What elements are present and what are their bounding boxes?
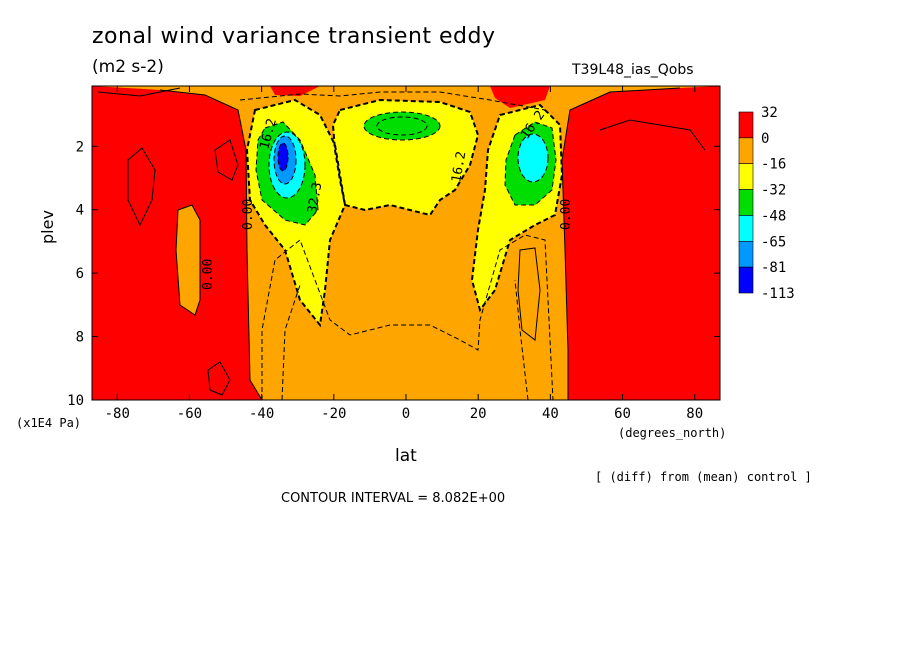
contour-neg-cyan-right [517,133,549,183]
contour-zero-north [561,87,681,400]
contour-neg-core-left [277,142,289,172]
contour-zero-south [159,89,263,400]
x-axis-unit: (degrees_north) [618,426,727,440]
y-axis-unit: (x1E4 Pa) [16,416,82,430]
contour-neg-cyan-left [268,131,306,199]
contour-zero-inset-right [517,247,541,341]
x-tick-label: 60 [614,406,631,422]
negative-contours [239,91,564,400]
zero-contours [97,87,706,400]
contour-neg-wide [261,234,554,400]
contour-neg-green-top-inner [376,116,428,136]
x-tick-label: -60 [177,406,202,422]
colorbar: 32 0 -16 -32 -48 -65 -81 -113 [738,105,795,302]
contour-pos-left-small [127,147,156,227]
x-axis: -80 -60 -40 -20 0 20 40 60 80 [105,86,703,422]
contour-label: 0.00 [241,199,256,230]
contour-label: 32.3 [305,181,325,214]
y-tick-label: 6 [76,266,84,282]
x-tick-label: -80 [105,406,130,422]
field-red-top-mid [270,86,320,96]
y-tick-label: 10 [67,393,84,409]
contour-pos-top-left [97,87,181,97]
contour-neg-upper-band [239,91,546,111]
field-blue-left-inner [278,143,288,171]
y-axis: 2 4 6 8 10 [67,139,720,409]
x-axis-label: lat [395,446,417,466]
colorbar-label: 32 [761,105,778,121]
field-orange-inset-left [176,205,200,315]
x-tick-label: 20 [470,406,487,422]
colorbar-label: -32 [761,183,786,199]
contour-interval: CONTOUR INTERVAL = 8.082E+00 [281,491,506,506]
contour-zero-inset-left [175,204,201,316]
field-green-top [364,112,440,140]
x-tick-label: 0 [402,406,410,422]
x-tick-label: -40 [249,406,274,422]
colorbar-label: -81 [761,260,786,276]
colorbar-swatch [738,266,754,294]
contour-label: 0.00 [201,259,216,290]
contour-label: 0.00 [559,199,574,230]
colorbar-label: -65 [761,234,786,250]
contour-neg-right-outer [470,103,564,313]
chart-units: (m2 s-2) [92,57,164,77]
colorbar-swatch [738,240,754,268]
contour-pos-right [599,119,706,151]
colorbar-label: 0 [761,131,769,147]
field-orange-inset-right [518,248,540,340]
x-tick-label: 40 [542,406,559,422]
contour-neg-inner-left [273,135,297,185]
contour-label: 16.2 [449,150,469,183]
colorbar-swatch [738,163,754,190]
colorbar-swatch [738,137,754,165]
colorbar-label: -48 [761,208,786,224]
diff-note: [ (diff) from (mean) control ] [595,470,812,484]
y-tick-label: 8 [76,330,84,346]
contour-neg-green-top [363,111,441,141]
contour-neg-center-outer [331,98,480,217]
x-tick-label: -20 [321,406,346,422]
colorbar-swatch [738,215,754,242]
field-red-north [562,86,720,400]
colorbar-label: -16 [761,157,786,173]
colorbar-label: -113 [761,286,795,302]
colorbar-swatch [738,189,754,216]
colorbar-swatch [738,111,754,139]
contour-neg-green-right [504,121,557,206]
chart-title: zonal wind variance transient eddy [92,24,496,49]
y-tick-label: 4 [76,203,84,219]
x-tick-label: 80 [686,406,703,422]
contour-pos-bottom-left [207,361,231,396]
contour-pos-upper-left [214,139,239,181]
y-tick-label: 2 [76,139,84,155]
run-label: T39L48_ias_Qobs [572,62,694,78]
field-cyan-right [518,134,548,182]
contour-neg-left-outer [245,98,347,328]
contour-neg-green-left [255,121,319,226]
